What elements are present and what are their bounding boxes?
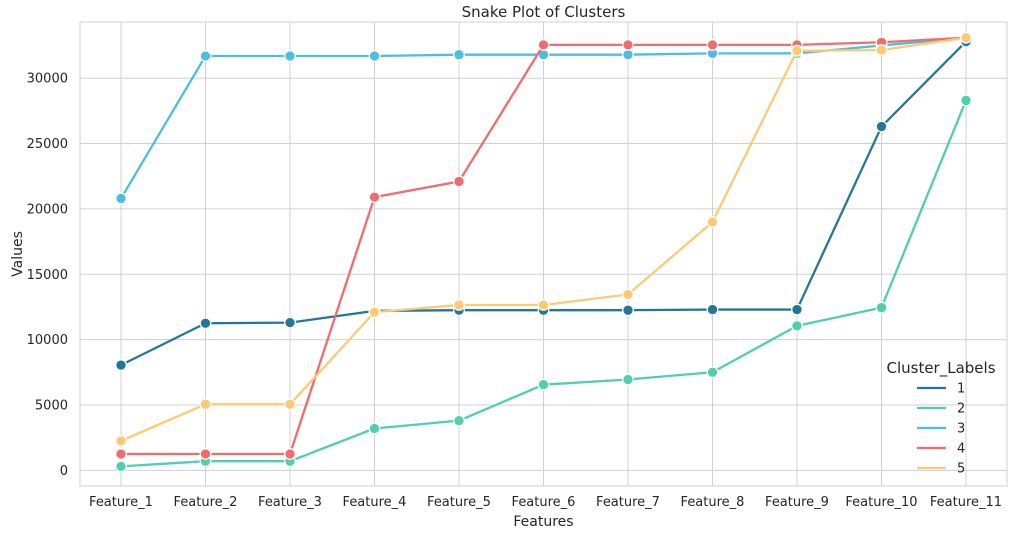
x-tick-label: Feature_8	[681, 495, 745, 510]
data-point	[453, 48, 465, 61]
data-point	[537, 378, 550, 391]
data-point	[622, 288, 634, 301]
series-5	[115, 31, 972, 447]
y-tick-label: 20000	[27, 202, 68, 217]
data-point	[115, 448, 127, 460]
legend: Cluster_Labels 1 2 3 4 5	[886, 359, 995, 477]
data-point	[453, 414, 465, 427]
data-point	[622, 48, 634, 61]
y-tick-label: 15000	[27, 268, 68, 283]
data-point	[115, 192, 127, 205]
data-point	[875, 301, 888, 314]
plot-frame	[79, 21, 1008, 487]
x-tick-label: Feature_1	[89, 495, 153, 510]
data-point	[706, 216, 719, 228]
series-2	[115, 94, 972, 473]
data-point	[791, 303, 803, 316]
x-tick-label: Feature_11	[930, 495, 1002, 510]
y-tick-label: 30000	[27, 72, 68, 87]
data-point	[284, 316, 296, 329]
y-tick-label: 5000	[35, 398, 68, 413]
legend-label: 1	[957, 382, 965, 397]
legend-item-5: 5	[917, 462, 965, 477]
x-tick-label: Feature_7	[596, 495, 660, 510]
data-point	[706, 366, 719, 379]
data-point	[791, 44, 803, 57]
series-layer	[115, 31, 972, 473]
data-point	[368, 306, 381, 319]
data-point	[453, 175, 465, 188]
data-point	[368, 422, 381, 435]
legend-label: 2	[957, 402, 965, 417]
data-point	[706, 38, 719, 51]
y-tick-label: 25000	[27, 137, 68, 152]
legend-item-4: 4	[917, 442, 965, 457]
x-tick-label: Feature_2	[174, 495, 238, 510]
legend-label: 4	[957, 442, 965, 457]
data-point	[622, 373, 634, 386]
data-point	[875, 120, 888, 133]
legend-item-2: 2	[917, 402, 965, 417]
data-point	[537, 299, 550, 311]
data-point	[368, 50, 381, 62]
y-tick-labels: 0 5000 10000 15000 20000 25000 30000	[27, 72, 68, 479]
data-point	[284, 50, 296, 62]
y-axis-label: Values	[10, 231, 26, 277]
data-point	[199, 448, 212, 460]
x-tick-label: Feature_3	[258, 495, 322, 510]
legend-item-3: 3	[917, 422, 965, 437]
y-tick-label: 0	[60, 464, 68, 479]
data-point	[115, 359, 127, 372]
data-point	[706, 303, 719, 316]
data-point	[960, 94, 972, 107]
y-tick-label: 10000	[27, 333, 68, 348]
data-point	[199, 398, 212, 411]
legend-label: 3	[957, 422, 965, 437]
data-point	[875, 44, 888, 57]
x-tick-label: Feature_9	[765, 495, 829, 510]
legend-title: Cluster_Labels	[886, 359, 995, 378]
chart-title: Snake Plot of Clusters	[462, 3, 626, 21]
x-tick-labels: Feature_1 Feature_2 Feature_3 Feature_4 Feat…	[89, 495, 1002, 510]
data-point	[622, 38, 634, 51]
data-point	[199, 317, 212, 330]
x-tick-label: Feature_10	[845, 495, 917, 510]
x-tick-label: Feature_4	[343, 495, 407, 510]
data-point	[453, 299, 465, 311]
grid-lines	[80, 22, 1007, 486]
data-point	[115, 460, 127, 473]
data-point	[791, 319, 803, 332]
data-point	[537, 38, 550, 51]
series-4	[115, 31, 972, 460]
legend-item-1: 1	[917, 382, 965, 397]
legend-label: 5	[957, 462, 965, 477]
x-tick-label: Feature_5	[427, 495, 491, 510]
data-point	[115, 434, 127, 447]
x-tick-label: Feature_6	[512, 495, 576, 510]
data-point	[199, 50, 212, 62]
x-axis-label: Features	[513, 514, 573, 530]
data-point	[622, 304, 634, 317]
data-point	[368, 191, 381, 204]
data-point	[284, 398, 296, 411]
data-point	[284, 448, 296, 460]
data-point	[960, 31, 972, 44]
